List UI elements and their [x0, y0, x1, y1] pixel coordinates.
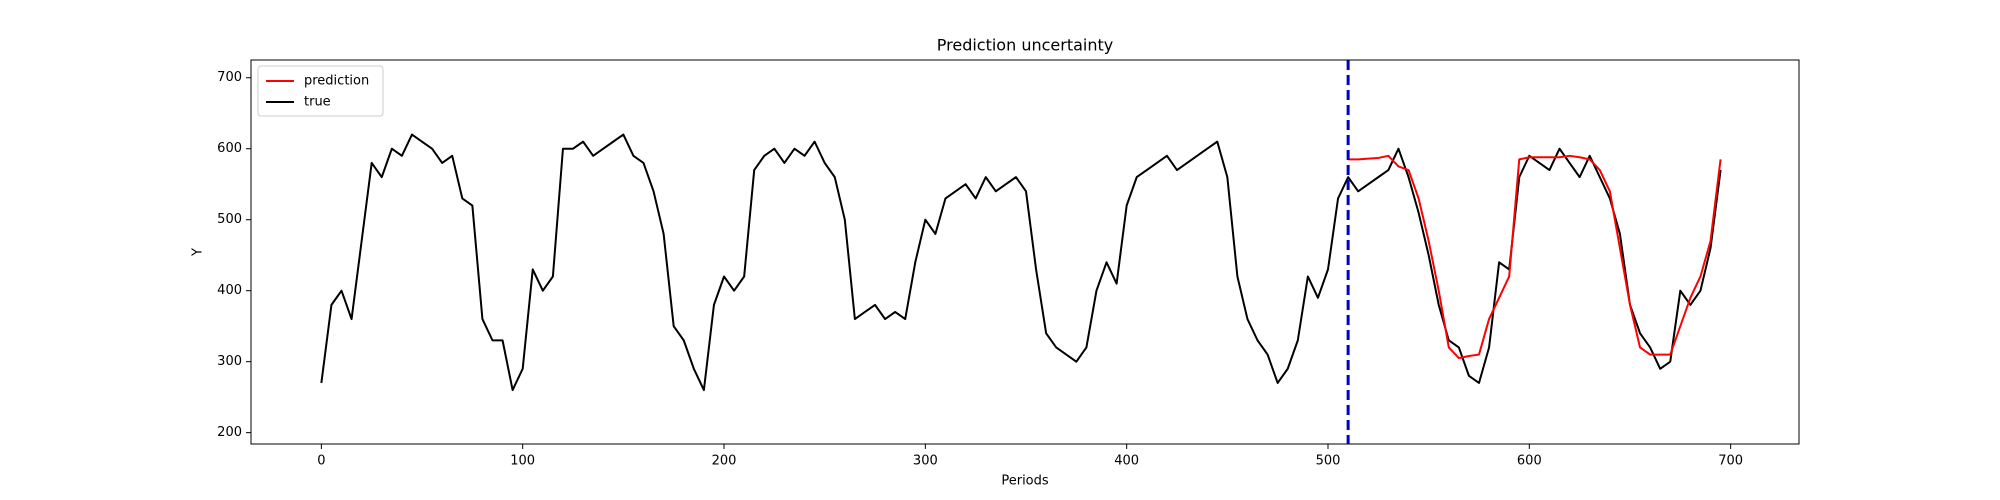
- legend-label: true: [304, 95, 331, 110]
- x-tick-label: 100: [510, 454, 535, 469]
- x-tick-label: 400: [1114, 454, 1139, 469]
- x-tick-label: 700: [1718, 454, 1743, 469]
- y-tick-label: 400: [217, 283, 242, 298]
- legend-label: prediction: [304, 74, 369, 89]
- x-tick-label: 500: [1316, 454, 1341, 469]
- y-tick-label: 200: [217, 425, 242, 440]
- chart-title: Prediction uncertainty: [937, 36, 1113, 55]
- x-tick-label: 600: [1517, 454, 1542, 469]
- y-tick-label: 700: [217, 70, 242, 85]
- plot-frame: [250, 59, 1800, 445]
- x-tick-label: 200: [712, 454, 737, 469]
- y-tick-label: 500: [217, 212, 242, 227]
- legend-box: [257, 65, 384, 117]
- y-axis-label: Y: [191, 248, 206, 257]
- x-axis-label: Periods: [1001, 474, 1049, 489]
- y-tick-label: 300: [217, 354, 242, 369]
- series-line: [320, 133, 1722, 392]
- y-tick-label: 600: [217, 141, 242, 156]
- x-tick-label: 300: [913, 454, 938, 469]
- series-line: [1348, 154, 1722, 360]
- x-tick-label: 0: [317, 454, 325, 469]
